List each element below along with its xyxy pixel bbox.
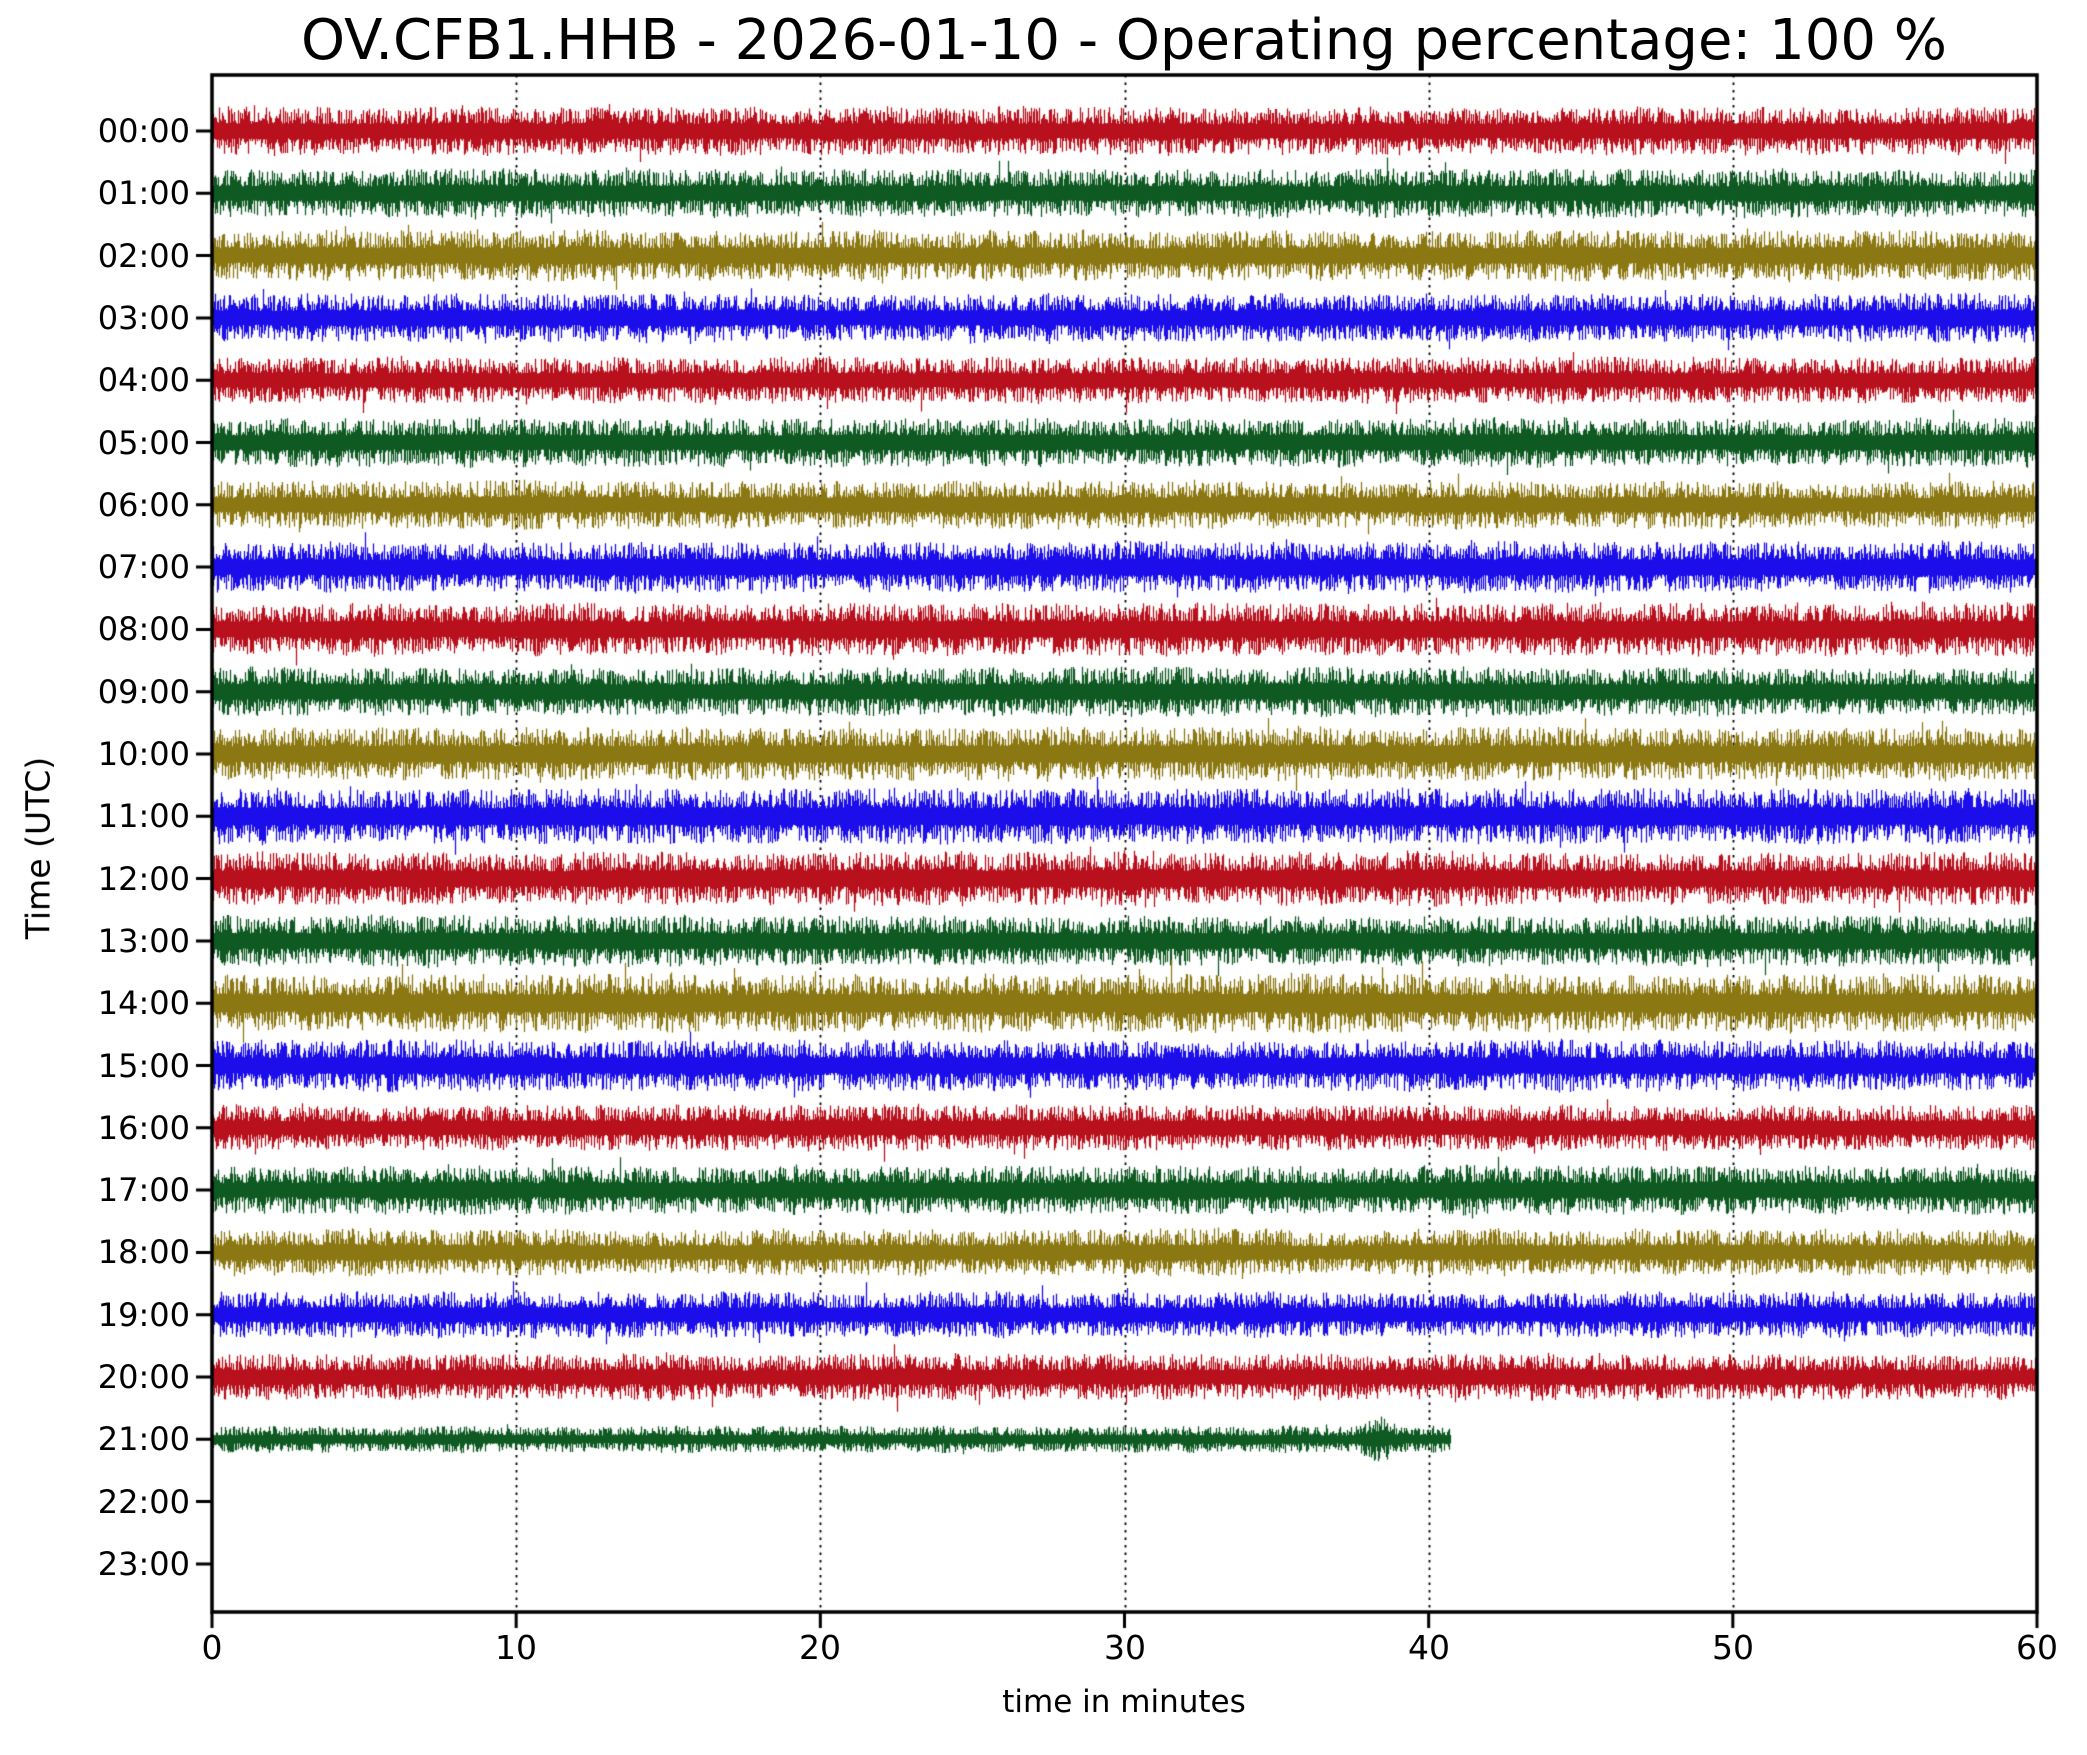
x-tick-label: 10 [495, 1628, 537, 1667]
y-tick-label: 23:00 [97, 1545, 190, 1583]
y-tick-label: 00:00 [97, 112, 190, 150]
y-tick-label: 21:00 [97, 1420, 190, 1458]
x-tick-label: 0 [201, 1628, 223, 1667]
y-tick-label: 13:00 [97, 922, 190, 960]
y-tick-label: 12:00 [97, 860, 190, 898]
y-tick-label: 19:00 [97, 1296, 190, 1334]
y-tick-label: 22:00 [97, 1483, 190, 1521]
y-tick-label: 14:00 [97, 984, 190, 1022]
y-tick-label: 18:00 [97, 1233, 190, 1271]
y-tick-label: 16:00 [97, 1109, 190, 1147]
y-tick-label: 09:00 [97, 673, 190, 711]
y-tick-label: 17:00 [97, 1171, 190, 1209]
chart-title: OV.CFB1.HHB - 2026-01-10 - Operating per… [301, 8, 1947, 73]
y-tick-label: 06:00 [97, 486, 190, 524]
y-tick-label: 05:00 [97, 424, 190, 462]
x-tick-label: 40 [1408, 1628, 1450, 1667]
y-tick-label: 04:00 [97, 361, 190, 399]
x-tick-label: 60 [2016, 1628, 2058, 1667]
y-tick-label: 08:00 [97, 610, 190, 648]
y-axis-label: Time (UTC) [18, 756, 58, 940]
y-tick-label: 20:00 [97, 1358, 190, 1396]
y-tick-label: 15:00 [97, 1047, 190, 1085]
x-tick-label: 30 [1104, 1628, 1146, 1667]
y-tick-label: 07:00 [97, 548, 190, 586]
y-tick-label: 02:00 [97, 237, 190, 275]
y-tick-label: 10:00 [97, 735, 190, 773]
y-tick-label: 03:00 [97, 299, 190, 337]
y-tick-label: 01:00 [97, 174, 190, 212]
x-tick-label: 50 [1712, 1628, 1754, 1667]
x-tick-label: 20 [799, 1628, 841, 1667]
x-axis-label: time in minutes [1002, 1684, 1246, 1720]
y-tick-label: 11:00 [97, 797, 190, 835]
